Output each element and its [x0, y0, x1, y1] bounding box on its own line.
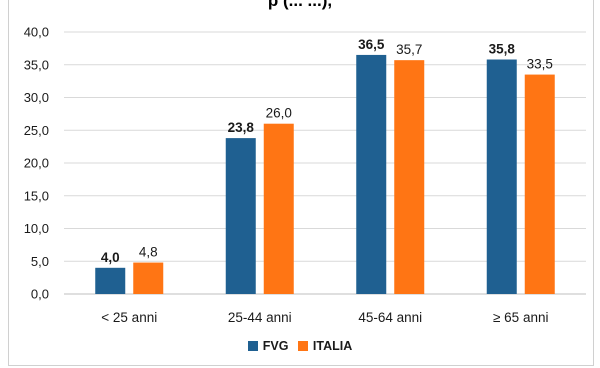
y-tick-label: 5,0	[31, 254, 49, 269]
bar-fvg	[356, 54, 387, 294]
data-label-italia: 4,8	[139, 245, 158, 260]
y-tick-label: 15,0	[24, 188, 49, 203]
bar-italia	[263, 123, 294, 294]
bar-italia	[394, 60, 425, 294]
legend-item-fvg: FVG	[247, 339, 289, 353]
legend-item-italia: ITALIA	[297, 339, 353, 353]
y-tick-label: 20,0	[24, 156, 49, 171]
x-category-label: < 25 anni	[101, 310, 157, 325]
y-tick-label: 10,0	[24, 221, 49, 236]
data-label-fvg: 35,8	[489, 42, 516, 57]
y-tick-label: 25,0	[24, 123, 49, 138]
bar-italia	[524, 74, 555, 294]
x-category-label: 25-44 anni	[228, 310, 292, 325]
y-tick-label: 0,0	[31, 287, 49, 302]
legend-label-italia: ITALIA	[312, 339, 353, 353]
data-label-fvg: 23,8	[228, 120, 255, 135]
data-label-fvg: 4,0	[101, 250, 120, 265]
x-category-label: ≥ 65 anni	[493, 310, 548, 325]
bar-fvg	[486, 59, 517, 295]
chart-title-fragment: p (... ...),	[267, 0, 333, 10]
legend-label-fvg: FVG	[262, 339, 289, 353]
bar-fvg	[225, 138, 256, 294]
data-label-italia: 35,7	[396, 42, 422, 57]
bar-fvg	[95, 267, 126, 294]
data-label-fvg: 36,5	[358, 37, 385, 52]
legend: FVG ITALIA	[0, 339, 600, 354]
x-category-label: 45-64 anni	[358, 310, 422, 325]
legend-swatch-fvg	[247, 341, 258, 351]
data-label-italia: 26,0	[266, 106, 292, 121]
bar-italia	[133, 262, 164, 294]
data-label-italia: 33,5	[527, 57, 553, 72]
y-tick-label: 35,0	[24, 57, 49, 72]
y-tick-label: 40,0	[24, 25, 49, 40]
legend-swatch-italia	[297, 341, 308, 351]
y-tick-label: 30,0	[24, 90, 49, 105]
